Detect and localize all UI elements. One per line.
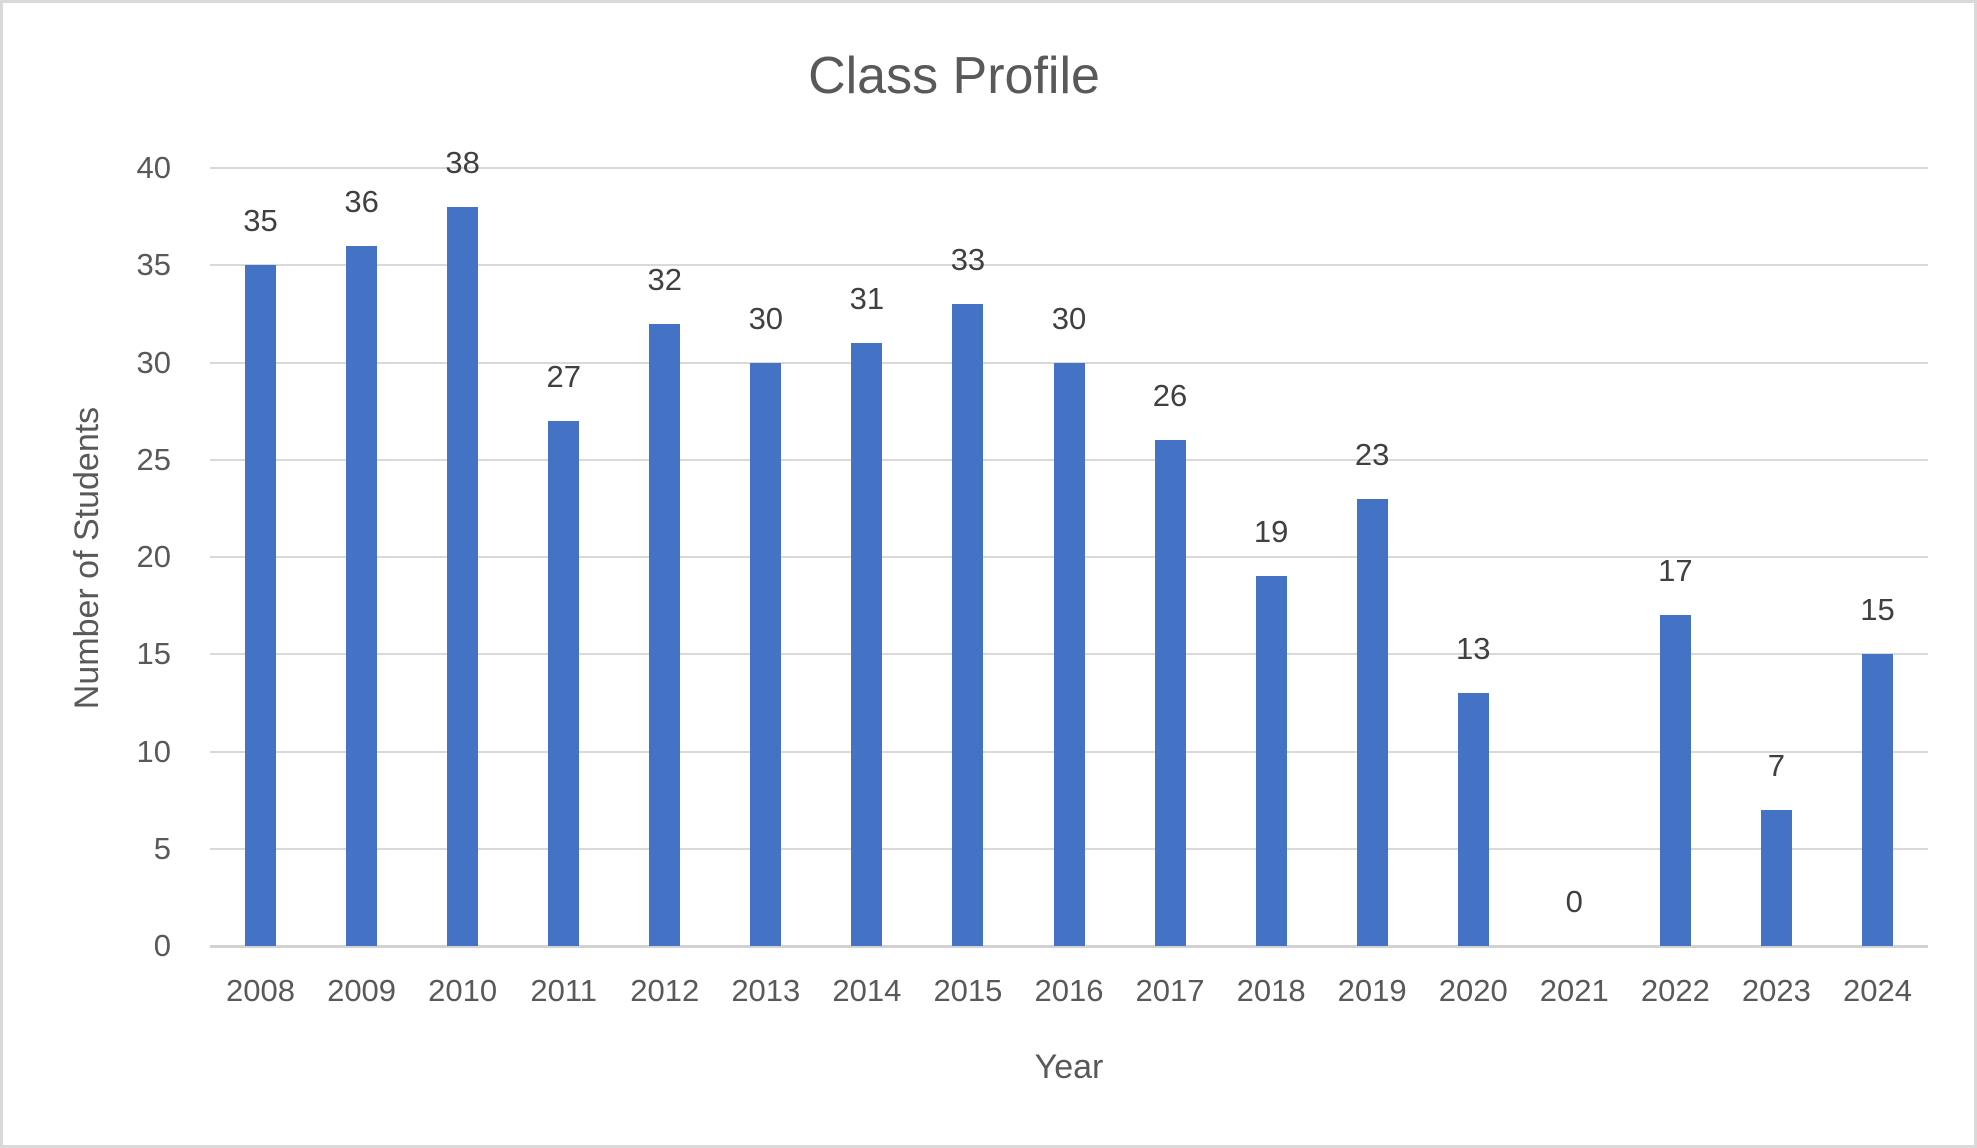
x-tick-label-2010: 2010: [428, 973, 498, 1008]
x-tick-label-2015: 2015: [933, 973, 1003, 1008]
bar-2014[interactable]: [851, 343, 883, 946]
x-tick-label-2012: 2012: [630, 973, 700, 1008]
y-tick-label: 30: [136, 344, 171, 380]
x-tick-label-2023: 2023: [1741, 973, 1811, 1008]
x-tick-label-2011: 2011: [530, 973, 598, 1008]
y-tick-label: 25: [136, 441, 171, 477]
bar-2022[interactable]: [1659, 615, 1691, 946]
y-tick-label: 0: [153, 928, 171, 963]
data-label-2010: 38: [445, 144, 480, 180]
data-label-2021: 0: [1565, 884, 1583, 919]
gridline: [210, 167, 1928, 169]
x-tick-label-2008: 2008: [226, 973, 295, 1008]
bar-2008[interactable]: [245, 265, 277, 946]
bar-2017[interactable]: [1154, 440, 1186, 946]
x-tick-label-2019: 2019: [1337, 973, 1407, 1008]
bar-2013[interactable]: [750, 362, 782, 946]
data-label-2019: 23: [1354, 436, 1390, 472]
x-axis-line: [210, 945, 1928, 948]
data-label-2008: 35: [243, 203, 278, 239]
x-axis-title: Year: [1034, 1048, 1104, 1086]
x-tick-label-2014: 2014: [832, 973, 902, 1008]
y-tick-label: 5: [153, 830, 171, 866]
data-label-2014: 31: [849, 281, 885, 317]
data-label-2022: 17: [1658, 553, 1693, 589]
data-label-2023: 7: [1767, 747, 1786, 783]
bar-2010[interactable]: [447, 206, 479, 946]
bar-2009[interactable]: [346, 245, 378, 946]
data-label-2011: 27: [546, 358, 581, 394]
data-label-2013: 30: [748, 300, 784, 336]
x-tick-label-2020: 2020: [1438, 973, 1508, 1008]
data-label-2012: 32: [647, 261, 682, 297]
y-tick-label: 40: [136, 150, 171, 185]
data-label-2024: 15: [1860, 592, 1895, 628]
data-label-2018: 19: [1253, 514, 1289, 550]
x-tick-label-2016: 2016: [1034, 973, 1104, 1008]
bar-2016[interactable]: [1053, 362, 1085, 946]
data-label-2015: 33: [950, 242, 986, 278]
x-tick-label-2022: 2022: [1640, 973, 1710, 1008]
data-label-2020: 13: [1455, 631, 1491, 667]
x-tick-label-2013: 2013: [731, 973, 801, 1008]
y-tick-label: 15: [136, 636, 171, 672]
x-tick-label-2009: 2009: [327, 973, 397, 1008]
bar-2024[interactable]: [1861, 654, 1893, 946]
x-tick-label-2017: 2017: [1135, 973, 1205, 1008]
x-tick-label-2018: 2018: [1236, 973, 1306, 1008]
y-tick-label: 20: [136, 539, 171, 574]
y-tick-label: 35: [136, 247, 171, 283]
data-label-2016: 30: [1051, 300, 1087, 336]
chart-title: Class Profile: [808, 47, 1100, 105]
bar-2019[interactable]: [1356, 498, 1388, 946]
y-tick-label: 10: [136, 733, 171, 769]
bar-2015[interactable]: [952, 304, 984, 946]
bar-2023[interactable]: [1760, 809, 1792, 946]
x-tick-label-2024: 2024: [1842, 973, 1912, 1008]
bar-2018[interactable]: [1255, 576, 1287, 946]
data-label-2017: 26: [1152, 378, 1188, 414]
bar-2011[interactable]: [548, 420, 580, 946]
data-label-2009: 36: [344, 183, 379, 219]
x-tick-label-2021: 2021: [1539, 973, 1609, 1008]
gridline: [210, 264, 1928, 267]
bar-2012[interactable]: [649, 323, 681, 946]
bar-2020[interactable]: [1457, 693, 1489, 946]
